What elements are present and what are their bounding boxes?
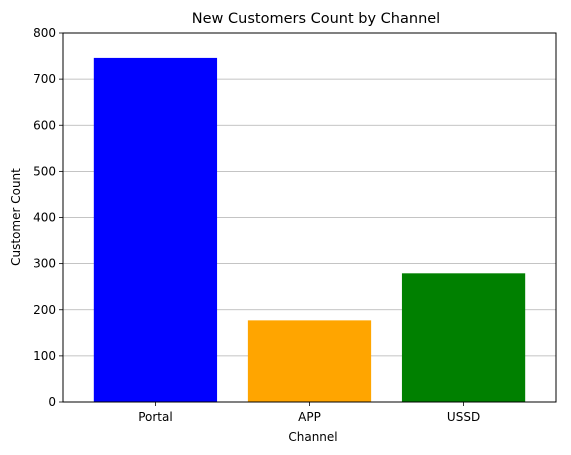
y-tick-label-800: 800 (33, 26, 56, 40)
y-tick-label-500: 500 (33, 164, 56, 178)
x-tick-label-ussd: USSD (447, 410, 480, 424)
y-axis-ticks: 0 100 200 300 400 500 600 700 800 (33, 26, 63, 409)
bar-app (247, 320, 372, 402)
x-tick-label-portal: Portal (138, 410, 172, 424)
y-tick-label-300: 300 (33, 257, 56, 271)
x-axis-label: Channel (288, 430, 337, 444)
y-tick-label-700: 700 (33, 72, 56, 86)
x-tick-label-app: APP (298, 410, 321, 424)
y-tick-label-600: 600 (33, 118, 56, 132)
y-tick-label-100: 100 (33, 349, 56, 363)
y-tick-label-200: 200 (33, 303, 56, 317)
bars (93, 57, 526, 402)
x-axis-ticks: Portal APP USSD (138, 402, 480, 424)
bar-ussd (401, 273, 526, 402)
bar-portal (93, 57, 218, 402)
y-axis-label: Customer Count (9, 168, 23, 266)
y-tick-label-400: 400 (33, 211, 56, 225)
chart-title: New Customers Count by Channel (192, 11, 440, 27)
y-tick-label-0: 0 (48, 395, 56, 409)
